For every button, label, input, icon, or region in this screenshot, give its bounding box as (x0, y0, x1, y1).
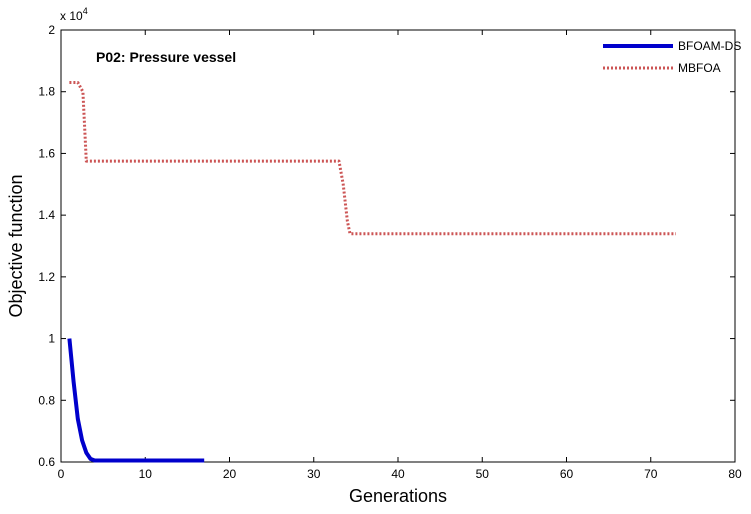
series-line-mbfoa (69, 81, 676, 236)
x-tick-label: 30 (307, 467, 321, 481)
x-tick-label: 80 (728, 467, 742, 481)
y-tick-label: 1 (48, 332, 55, 346)
y-tick-label: 1.2 (38, 270, 55, 284)
x-axis-label: Generations (349, 486, 447, 506)
y-tick-label: 0.8 (38, 393, 55, 407)
x-tick-label: 60 (560, 467, 574, 481)
y-multiplier: x 104 (60, 6, 88, 23)
x-tick-label: 40 (391, 467, 405, 481)
x-tick-label: 10 (139, 467, 153, 481)
x-axis-ticks: 0 10 20 30 40 50 60 70 80 (58, 30, 742, 481)
y-tick-label: 1.6 (38, 146, 55, 160)
legend-label-mbfoa: MBFOA (678, 61, 721, 75)
legend-label-bfoam-ds: BFOAM-DS (678, 39, 741, 53)
x-tick-label: 20 (223, 467, 237, 481)
y-exponent: 4 (83, 6, 88, 16)
x-tick-label: 50 (476, 467, 490, 481)
y-tick-label: 1.4 (38, 208, 55, 222)
series-layer (67, 81, 676, 463)
series-line-bfoam-ds (67, 338, 205, 463)
chart-annotation: P02: Pressure vessel (96, 49, 236, 65)
x-tick-label: 0 (58, 467, 65, 481)
y-axis-ticks: 0.6 0.8 1 1.2 1.4 1.6 1.8 2 (38, 23, 735, 469)
legend: BFOAM-DS MBFOA (603, 39, 741, 75)
y-tick-label: 0.6 (38, 455, 55, 469)
y-tick-label: 1.8 (38, 85, 55, 99)
y-axis-label: Objective function (6, 174, 26, 317)
plot-area (60, 29, 736, 463)
x-tick-label: 70 (644, 467, 658, 481)
y-tick-label: 2 (48, 23, 55, 37)
